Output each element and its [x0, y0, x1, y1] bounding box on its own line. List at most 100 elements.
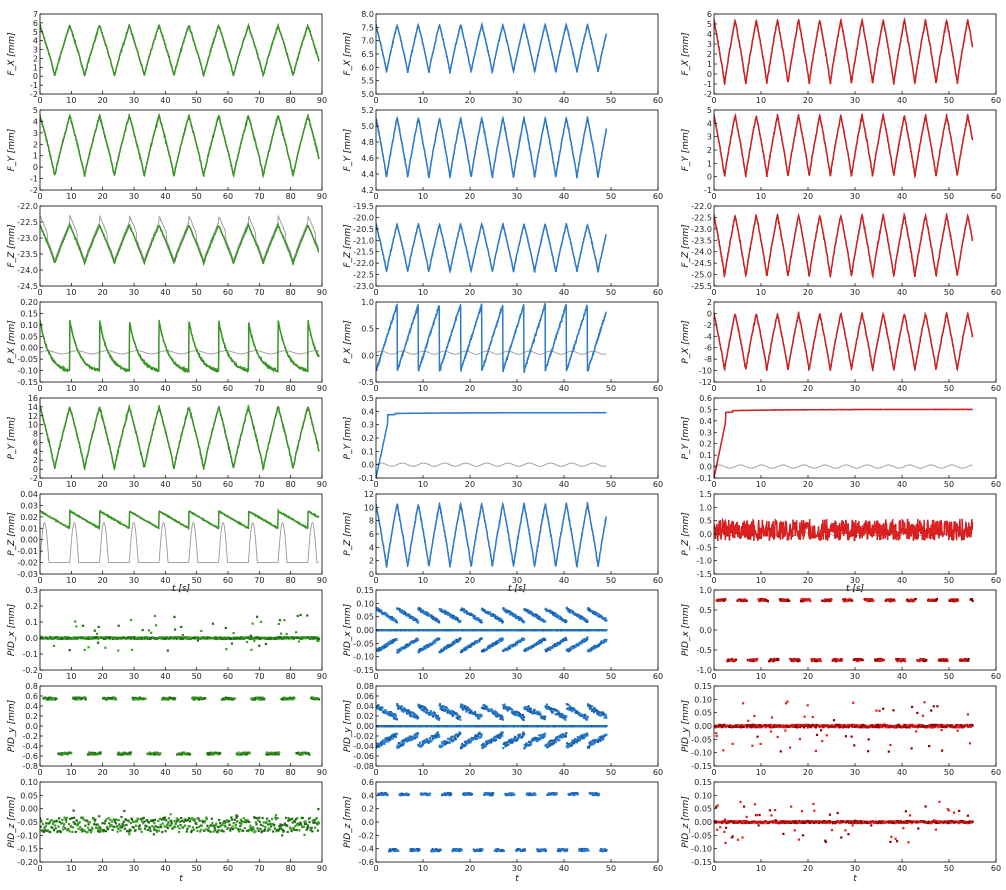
data-point: [165, 697, 168, 700]
subplot-r1c1: 0 10 20 30 40 50 604.24.44.64.85.05.2F_Y [mm]: [343, 106, 663, 201]
y-tick-label: -0.8: [22, 762, 38, 771]
data-point: [387, 740, 390, 743]
data-point: [394, 619, 397, 622]
data-point: [456, 713, 459, 717]
series-line: [40, 320, 320, 374]
data-point: [440, 745, 443, 748]
data-point: [486, 739, 490, 742]
data-point: [539, 737, 542, 740]
x-tick-label: 20: [465, 480, 475, 489]
y-tick-label: -23.5: [17, 250, 38, 259]
x-tick-label: 50: [606, 96, 616, 105]
y-tick-label: 0.0: [699, 463, 712, 472]
x-tick-label: 50: [944, 672, 954, 681]
x-tick-label: 0: [37, 384, 42, 393]
data-point: [551, 739, 554, 742]
data-point: [301, 753, 304, 756]
x-tick-label: 70: [254, 576, 264, 585]
data-point: [84, 696, 87, 699]
data-point: [868, 598, 871, 601]
data-point: [438, 717, 441, 720]
data-point: [376, 706, 379, 709]
data-point: [410, 715, 413, 718]
y-tick-label: -19.5: [353, 202, 374, 211]
data-point: [502, 704, 505, 707]
data-point: [309, 637, 312, 640]
data-point: [468, 707, 471, 711]
data-point: [95, 632, 99, 635]
y-tick-label: 0: [707, 173, 712, 182]
data-point: [390, 615, 393, 619]
data-point: [454, 640, 457, 643]
data-point: [536, 739, 539, 742]
x-tick-label: 80: [286, 192, 296, 201]
data-point: [465, 743, 468, 747]
data-point: [819, 658, 822, 661]
data-point: [477, 716, 480, 719]
y-tick-label: 0.3: [361, 421, 374, 430]
data-point: [245, 640, 249, 644]
x-tick-label: 50: [944, 96, 954, 105]
plot-area: [376, 606, 608, 654]
data-point: [317, 639, 320, 642]
data-point: [277, 637, 280, 640]
plot-area: [42, 696, 321, 756]
y-tick-label: 4.6: [361, 154, 374, 163]
data-point: [571, 609, 574, 613]
y-tick-label: 4: [33, 447, 38, 456]
data-point: [866, 600, 869, 603]
data-point: [65, 637, 68, 640]
data-point: [104, 646, 107, 649]
subplot-r3c1: 0 10 20 30 40 50 60-0.50.00.51.0P_X [mm]: [343, 298, 663, 393]
data-point: [913, 599, 916, 603]
data-point: [468, 645, 471, 649]
data-point: [492, 736, 496, 739]
data-point: [74, 620, 77, 623]
data-point: [383, 740, 386, 743]
data-point: [586, 636, 589, 639]
data-point: [605, 638, 608, 641]
data-point: [381, 741, 384, 744]
data-point: [496, 615, 499, 618]
data-point: [476, 714, 479, 717]
data-point: [76, 698, 79, 701]
x-tick-label: 70: [254, 768, 264, 777]
data-point: [531, 712, 534, 715]
data-point: [480, 744, 484, 747]
y-tick-label: 0.15: [356, 586, 374, 595]
x-tick-label: 30: [512, 192, 522, 201]
x-tick-label: 0: [37, 96, 42, 105]
data-point: [786, 598, 790, 601]
data-point: [405, 645, 408, 648]
x-tick-label: 40: [160, 384, 170, 393]
x-tick-label: 20: [98, 672, 108, 681]
data-point: [502, 747, 505, 750]
axes-frame: [39, 397, 323, 479]
data-point: [922, 658, 925, 661]
data-point: [475, 641, 478, 644]
data-point: [472, 614, 475, 618]
y-axis-label: P_Y [mm]: [7, 416, 17, 459]
data-point: [400, 609, 403, 612]
data-point: [431, 615, 434, 618]
data-point: [408, 735, 411, 738]
axes-frame: [375, 205, 659, 287]
x-tick-label: 30: [512, 384, 522, 393]
x-tick-label: 50: [944, 576, 954, 585]
data-point: [533, 708, 536, 711]
x-tick-label: 10: [418, 672, 428, 681]
x-tick-label: 60: [653, 192, 663, 201]
y-tick-label: 1: [33, 152, 38, 161]
data-point: [475, 737, 479, 740]
data-point: [539, 713, 542, 716]
data-point: [460, 706, 463, 709]
data-point: [376, 607, 379, 610]
data-point: [180, 636, 183, 639]
y-tick-label: 7: [33, 10, 38, 19]
data-point: [571, 647, 574, 650]
x-tick-label: 50: [192, 768, 202, 777]
subplot-r6c1: 0 10 20 30 40 50 60-0.15-0.10-0.050.000.050.10…: [343, 586, 663, 681]
data-point: [549, 739, 552, 742]
x-tick-label: 10: [66, 288, 76, 297]
